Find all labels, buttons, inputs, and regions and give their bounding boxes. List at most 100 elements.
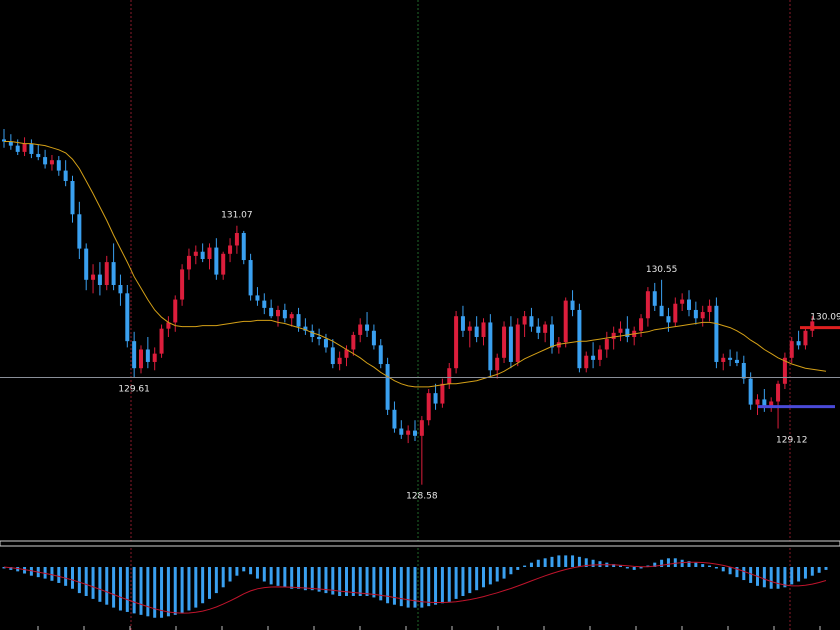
candle [337,351,342,371]
candle [303,318,308,335]
candle [748,372,753,410]
candle [659,279,664,317]
histogram-bar [639,567,643,569]
candle [625,316,630,343]
candle [529,307,534,332]
candle [276,305,280,327]
candle [728,349,733,367]
candle [365,312,370,337]
histogram-bar [714,567,718,569]
candle [200,243,205,263]
candle [591,342,596,369]
histogram-bar [475,567,479,591]
candle [351,331,356,356]
histogram-bar [317,567,321,592]
candle [741,355,746,384]
candle [70,175,75,223]
histogram-bar [461,567,465,596]
candle [84,243,89,291]
histogram-bar [77,567,81,594]
candle [680,293,685,311]
histogram-bar [803,567,807,579]
candle [687,290,691,317]
price-label: 130.09 [810,313,840,323]
candle [125,285,130,348]
candle [618,321,623,342]
histogram-bar [146,567,150,617]
candle [769,397,774,412]
candle [700,305,705,327]
candle [63,160,68,187]
candle [399,420,404,439]
histogram-bar [50,567,54,581]
candle [371,324,376,350]
candle [132,331,137,378]
candle [693,301,698,325]
histogram-bar [345,567,348,596]
histogram-bar [701,564,705,567]
candle [440,378,445,408]
candle [776,380,781,429]
histogram-bar [255,567,259,579]
candle [563,297,568,348]
histogram-bar [591,559,595,567]
histogram-bar [482,567,485,588]
histogram-bar [297,567,301,589]
histogram-bar [783,567,787,588]
histogram-bar [612,564,616,567]
x-axis-ticks [37,626,821,630]
candle [796,330,801,350]
candle [652,282,657,311]
histogram-bar [23,567,27,574]
candle [755,394,760,415]
histogram-bar [564,555,568,567]
histogram-bar [406,567,410,608]
histogram-bar [71,567,74,589]
candle [118,274,123,306]
candle [310,324,315,343]
candle [193,245,198,265]
histogram-bar [16,567,20,572]
candle [447,363,452,389]
candle [460,305,465,337]
histogram-bar [358,567,362,596]
candle [145,337,150,369]
histogram-bar [399,567,403,607]
histogram-bar [660,559,664,567]
histogram-bar [543,558,547,567]
histogram-bar [132,567,136,614]
candle [282,303,287,323]
histogram-bar [180,567,184,614]
price-label: 131.07 [221,211,253,221]
histogram-bar [666,558,670,567]
price-label: 129.61 [118,385,150,395]
histogram-bar [502,567,506,579]
histogram-bar [98,567,102,602]
histogram-bar [413,567,417,608]
candle [378,339,383,369]
candles-layer [2,129,815,485]
candle [29,139,34,159]
histogram-bar [536,559,540,567]
candle [152,347,157,371]
candle [262,293,267,315]
histogram-bar [721,567,725,572]
candle [43,149,48,169]
histogram-bar [242,567,246,572]
candle [186,248,191,280]
candle [536,318,541,340]
histogram-bar [194,567,198,608]
candle [214,238,219,280]
histogram-bar [283,567,287,588]
candle [543,321,548,343]
candle [159,324,164,358]
candle [166,316,171,337]
histogram-bar [440,567,444,604]
candle [49,155,54,171]
histogram-bar [235,567,239,576]
candle [241,230,246,265]
histogram-bar [687,561,691,567]
candle [413,420,417,441]
histogram-bar [57,567,61,583]
